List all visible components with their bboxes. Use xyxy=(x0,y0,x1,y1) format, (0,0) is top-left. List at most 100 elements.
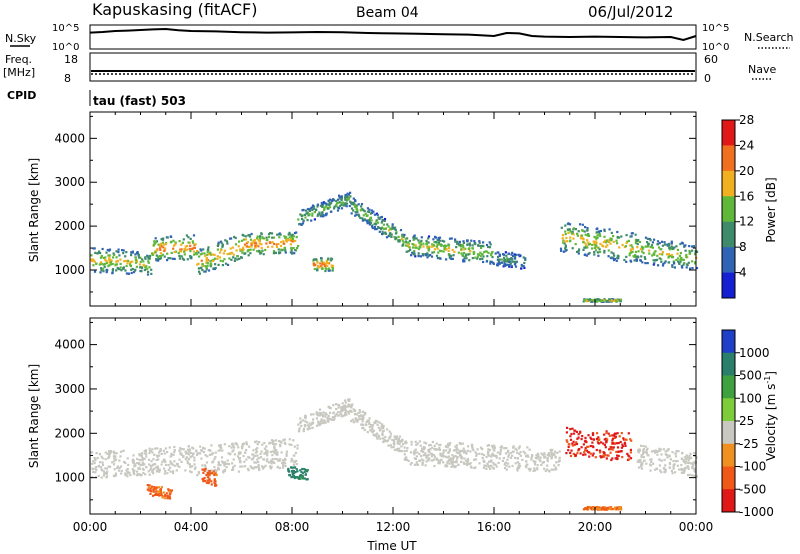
data-cell xyxy=(679,258,682,262)
data-cell xyxy=(555,468,558,471)
data-cell xyxy=(459,454,462,457)
data-cell xyxy=(496,262,499,265)
data-cell xyxy=(306,468,309,472)
data-cell xyxy=(148,452,151,455)
data-cell xyxy=(611,457,614,460)
data-cell xyxy=(180,255,183,258)
data-cell xyxy=(592,438,595,441)
data-cell xyxy=(395,435,398,438)
data-cell xyxy=(290,443,293,446)
data-cell xyxy=(153,486,156,489)
data-cell xyxy=(454,238,457,241)
data-cell xyxy=(410,440,413,443)
data-cell xyxy=(102,474,105,477)
data-cell xyxy=(301,477,304,480)
data-cell xyxy=(313,211,316,214)
data-cell xyxy=(563,242,566,245)
data-cell xyxy=(516,457,519,460)
data-cell xyxy=(455,444,458,447)
data-cell xyxy=(220,456,224,459)
data-cell xyxy=(195,450,198,453)
data-cell xyxy=(660,459,663,462)
data-cell xyxy=(668,248,671,251)
data-cell xyxy=(105,251,108,254)
data-cell xyxy=(269,467,272,470)
data-cell xyxy=(178,465,181,469)
data-cell xyxy=(492,261,495,264)
data-cell xyxy=(369,216,373,219)
data-cell xyxy=(202,446,205,449)
data-cell xyxy=(90,254,93,257)
data-cell xyxy=(239,249,242,252)
data-cell xyxy=(573,443,576,446)
data-cell xyxy=(573,429,576,432)
data-cell xyxy=(149,449,152,452)
data-cell xyxy=(596,298,599,301)
data-cell xyxy=(116,465,119,468)
x-tick-label: 08:00 xyxy=(275,520,310,534)
data-cell xyxy=(647,245,650,248)
data-cell xyxy=(267,233,271,236)
data-cell xyxy=(518,445,521,448)
data-cell xyxy=(255,448,258,451)
data-cell xyxy=(378,421,381,424)
data-cell xyxy=(223,258,226,261)
colorbar-tick-label: 16 xyxy=(739,189,754,203)
data-cell xyxy=(227,452,230,455)
data-cell xyxy=(340,415,343,418)
data-cell xyxy=(162,237,165,240)
data-cell xyxy=(472,449,475,452)
data-cell xyxy=(258,240,261,243)
data-cell xyxy=(584,233,587,236)
data-cell xyxy=(294,249,297,252)
data-cell xyxy=(93,462,96,465)
data-cell xyxy=(362,214,365,217)
data-cell xyxy=(622,437,625,440)
data-cell xyxy=(582,248,585,251)
data-cell xyxy=(428,444,431,447)
data-cell xyxy=(616,299,619,302)
data-cell xyxy=(133,462,136,466)
data-cell xyxy=(256,250,259,253)
data-cell xyxy=(596,432,599,435)
data-cell xyxy=(100,476,103,479)
data-cell xyxy=(485,243,489,247)
data-cell xyxy=(308,422,311,425)
data-cell xyxy=(308,425,311,428)
data-cell xyxy=(180,243,183,246)
data-cell xyxy=(532,460,535,463)
data-cell xyxy=(401,233,404,236)
data-cell xyxy=(204,270,207,273)
nsearch-tick-high: 10^5 xyxy=(702,23,729,34)
nsearch-tick-low: 10^0 xyxy=(702,42,729,53)
data-cell xyxy=(93,247,96,250)
data-cell xyxy=(448,237,452,240)
data-cell xyxy=(449,457,452,460)
data-cell xyxy=(634,250,638,254)
data-cell xyxy=(660,248,663,251)
data-cell xyxy=(313,267,316,271)
data-cell xyxy=(615,506,619,509)
data-cell xyxy=(503,467,507,470)
data-cell xyxy=(164,243,167,246)
data-cell xyxy=(263,466,266,469)
data-cell xyxy=(476,255,479,258)
data-cell xyxy=(488,246,492,249)
data-cell xyxy=(238,257,241,260)
data-cell xyxy=(568,240,571,243)
data-cell xyxy=(126,475,129,478)
data-cell xyxy=(322,411,325,414)
data-cell xyxy=(113,452,116,455)
data-cell xyxy=(618,435,621,438)
data-cell xyxy=(129,263,132,266)
data-cell xyxy=(432,238,435,241)
data-cell xyxy=(368,422,371,426)
data-cell xyxy=(427,453,430,456)
data-cell xyxy=(148,489,151,492)
data-cell xyxy=(274,443,277,446)
data-cell xyxy=(120,472,123,475)
data-cell xyxy=(432,251,436,254)
data-cell xyxy=(532,469,535,472)
data-cell xyxy=(684,249,687,252)
data-cell xyxy=(261,237,264,240)
